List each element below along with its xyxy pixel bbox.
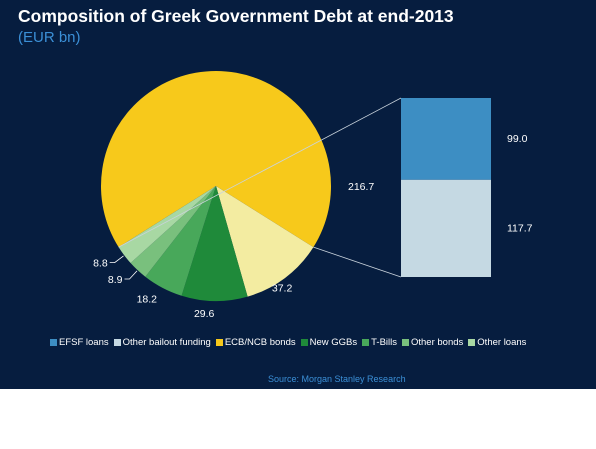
pie-value-label: 8.8 (93, 258, 108, 270)
bar-value-label: 99.0 (507, 133, 528, 145)
connector-line (118, 97, 402, 248)
legend-item-ecb-ncb-bonds: ECB/NCB bonds (215, 337, 296, 348)
leader-line (124, 270, 138, 280)
leader-line (109, 255, 124, 264)
legend-label: EFSF loans (59, 337, 109, 348)
bar-segment-other-bailout-funding (401, 179, 491, 277)
connector-lines (118, 97, 402, 278)
legend-swatch (215, 339, 223, 346)
pie-chart: 216.7 37.2 29.6 18.2 8.98.8 (93, 70, 374, 320)
chart-canvas: 216.7 37.2 29.6 18.2 8.98.8 99.0 117.7 (93, 70, 533, 320)
legend-label: Other loans (477, 337, 527, 348)
legend-item-efsf-loans: EFSF loans (50, 337, 109, 348)
legend-item-new-ggbs: New GGBs (300, 337, 358, 348)
legend-swatch (50, 339, 57, 346)
pie-value-label: 216.7 (348, 181, 374, 193)
legend-swatch (468, 339, 476, 346)
chart-subtitle: (EUR bn) (18, 29, 81, 46)
pie-slice-other-bailout-funding (216, 186, 314, 297)
legend-label: T-Bills (371, 337, 397, 348)
legend-label: ECB/NCB bonds (224, 337, 296, 348)
pie-value-label: 29.6 (194, 308, 215, 320)
legend-swatch (362, 339, 370, 346)
legend-label: Other bailout funding (122, 337, 211, 348)
legend-swatch (300, 339, 308, 346)
legend-item-other-loans: Other loans (468, 337, 526, 348)
legend-label: Other bonds (411, 337, 464, 348)
pie-value-label: 18.2 (137, 294, 158, 306)
chart-title: Composition of Greek Government Debt at … (18, 6, 454, 26)
chart-panel: Composition of Greek Government Debt at … (0, 0, 596, 389)
legend-swatch (113, 339, 121, 346)
pie-slice-other-loans (118, 186, 216, 264)
source-note: Source: Morgan Stanley Research (268, 374, 406, 384)
pie-slice-t-bills (145, 186, 216, 296)
bar-value-label: 117.7 (507, 222, 533, 234)
bar-segment-efsf-loans (401, 98, 491, 180)
pie-slice-other-bonds (130, 186, 216, 277)
legend-item-other-bailout-funding: Other bailout funding (113, 337, 211, 348)
pie-slice-new-ggbs (181, 186, 248, 301)
legend-item-t-bills: T-Bills (362, 337, 397, 348)
connector-line (313, 246, 402, 278)
pie-slice-ecb-ncb-bonds (101, 70, 331, 248)
legend-item-other-bonds: Other bonds (402, 337, 463, 348)
pie-value-label: 37.2 (272, 283, 293, 295)
chart-legend: EFSF loans Other bailout funding ECB/NCB b… (50, 337, 531, 348)
stacked-bar-chart: 99.0 117.7 (401, 98, 533, 277)
pie-value-label: 8.9 (108, 274, 123, 286)
legend-label: New GGBs (309, 337, 358, 348)
legend-swatch (402, 339, 409, 346)
